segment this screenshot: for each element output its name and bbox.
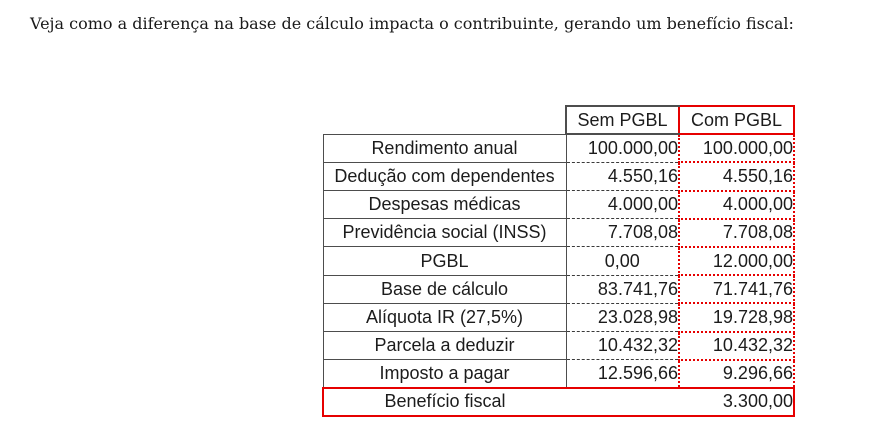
table-row: Despesas médicas 4.000,00 4.000,00: [322, 189, 795, 220]
row-label: Despesas médicas: [322, 190, 567, 220]
row-label: Dedução com dependentes: [322, 161, 567, 192]
table-row: Previdência social (INSS) 7.708,08 7.708,0…: [322, 217, 795, 248]
row-label: Rendimento anual: [322, 133, 567, 163]
com-pgbl-value: 100.000,00: [678, 133, 795, 164]
benefit-row: Benefício fiscal 3.300,00: [322, 386, 795, 418]
com-pgbl-value: 7.708,08: [678, 217, 795, 248]
column-header-sem-pgbl: Sem PGBL: [565, 104, 679, 136]
table-row: PGBL 0,00 12.000,00: [322, 245, 795, 277]
sem-pgbl-value: 83.741,76: [565, 274, 680, 304]
header-row: Sem PGBL Com PGBL: [323, 104, 795, 136]
benefit-sem-value: [566, 386, 679, 418]
sem-pgbl-value: 23.028,98: [565, 302, 680, 333]
row-label: Parcela a deduzir: [322, 330, 567, 361]
com-pgbl-value: 4.550,16: [678, 161, 795, 192]
com-pgbl-value: 71.741,76: [678, 274, 795, 305]
com-pgbl-value: 10.432,32: [678, 330, 795, 361]
pgbl-comparison-table: Sem PGBL Com PGBL Rendimento anual 100.00…: [322, 104, 795, 418]
row-label: Base de cálculo: [322, 274, 567, 304]
com-pgbl-value: 9.296,66: [678, 358, 795, 389]
row-label: Previdência social (INSS): [322, 218, 567, 248]
table-row: Dedução com dependentes 4.550,16 4.550,16: [322, 161, 795, 192]
sem-pgbl-value: 7.708,08: [565, 218, 680, 248]
row-label: PGBL: [322, 246, 567, 276]
row-label: Alíquota IR (27,5%): [322, 302, 567, 333]
table-row: Parcela a deduzir 10.432,32 10.432,32: [322, 330, 795, 361]
column-header-com-pgbl: Com PGBL: [678, 104, 795, 136]
table-row: Rendimento anual 100.000,00 100.000,00: [322, 133, 795, 164]
table-row: Imposto a pagar 12.596,66 9.296,66: [322, 358, 795, 389]
sem-pgbl-value: 4.550,16: [565, 161, 680, 192]
corner-cell: [323, 106, 566, 134]
sem-pgbl-value: 4.000,00: [565, 190, 680, 220]
benefit-label: Benefício fiscal: [322, 386, 566, 418]
sem-pgbl-value: 0,00: [565, 246, 680, 276]
row-label: Imposto a pagar: [322, 359, 567, 389]
sem-pgbl-value: 12.596,66: [565, 359, 680, 389]
sem-pgbl-value: 100.000,00: [565, 133, 680, 163]
benefit-com-value: 3.300,00: [679, 386, 795, 418]
com-pgbl-value: 12.000,00: [678, 245, 795, 277]
sem-pgbl-value: 10.432,32: [565, 330, 680, 361]
table-row: Alíquota IR (27,5%) 23.028,98 19.728,98: [322, 302, 795, 333]
com-pgbl-value: 19.728,98: [678, 302, 795, 333]
table-row: Base de cálculo 83.741,76 71.741,76: [322, 274, 795, 305]
com-pgbl-value: 4.000,00: [678, 189, 795, 220]
intro-text: Veja como a diferença na base de cálculo…: [30, 14, 794, 33]
